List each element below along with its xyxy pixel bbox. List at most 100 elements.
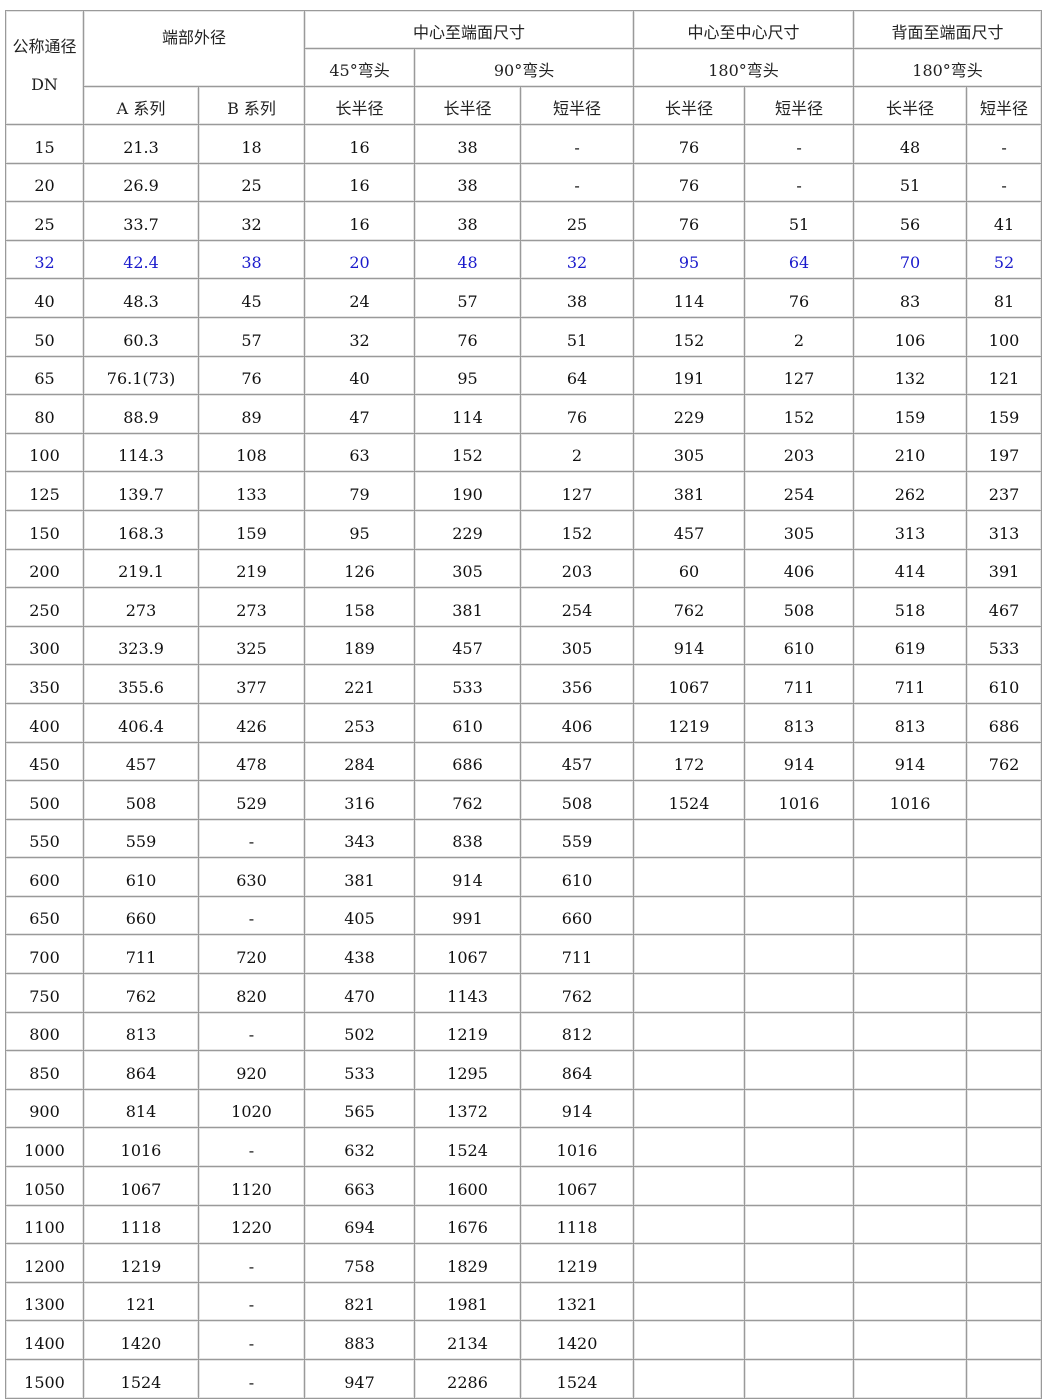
cell-180cc-long <box>633 1320 746 1360</box>
cell-dn: 550 <box>5 818 84 859</box>
cell-180be-long <box>853 1281 968 1322</box>
cell-180cc-long: 1219 <box>633 702 746 743</box>
cell-180cc-long <box>633 1359 746 1399</box>
cell-45-long: 221 <box>304 664 416 704</box>
cell-45-long: 502 <box>304 1011 416 1052</box>
cell-series-a-od: 1067 <box>83 1166 199 1206</box>
cell-45-long: 63 <box>304 432 416 473</box>
cell-180be-short: 81 <box>966 278 1043 318</box>
cell-dn: 20 <box>5 162 84 203</box>
cell-180cc-long <box>633 1088 746 1129</box>
cell-series-b-od: 478 <box>197 741 306 782</box>
header-center-to-end: 中心至端面尺寸 <box>304 10 635 49</box>
header-center-to-center: 中心至中心尺寸 <box>633 10 855 49</box>
cell-series-a-od: 76.1(73) <box>83 355 199 396</box>
cell-90-short: 914 <box>520 1088 635 1129</box>
cell-180be-short <box>966 973 1043 1013</box>
cell-180cc-short <box>744 1243 855 1283</box>
cell-90-long: 152 <box>414 432 522 473</box>
cell-90-short: 2 <box>520 432 635 473</box>
cell-90-long: 1524 <box>414 1127 522 1168</box>
header-45-long-radius: 长半径 <box>304 86 416 125</box>
cell-series-b-od: 720 <box>197 934 306 975</box>
cell-180cc-short <box>744 1204 855 1245</box>
cell-180cc-short <box>744 895 855 936</box>
cell-90-long: 2134 <box>414 1320 522 1360</box>
cell-90-short: 559 <box>520 818 635 859</box>
table-row: 400 406.4 426 253 610 406 1219 813 813 686 <box>5 702 1043 743</box>
cell-45-long: 158 <box>304 587 416 627</box>
cell-series-a-od: 88.9 <box>83 394 199 434</box>
cell-180cc-short: 711 <box>744 664 855 704</box>
cell-45-long: 253 <box>304 702 416 743</box>
cell-180cc-short: 610 <box>744 625 855 666</box>
cell-180be-short: 100 <box>966 316 1043 357</box>
cell-45-long: 126 <box>304 548 416 589</box>
cell-dn: 350 <box>5 664 84 704</box>
cell-dn: 850 <box>5 1050 84 1090</box>
header-outer-diameter: 端部外径 <box>82 10 306 87</box>
cell-90-long: 95 <box>414 355 522 396</box>
cell-180cc-short <box>744 818 855 859</box>
cell-180be-short <box>966 934 1043 975</box>
cell-series-b-od: 18 <box>197 124 306 164</box>
cell-180be-short: 237 <box>966 471 1043 511</box>
cell-series-b-od: 32 <box>197 201 306 241</box>
cell-180cc-long: 60 <box>633 548 746 589</box>
cell-series-b-od: 920 <box>197 1050 306 1090</box>
cell-90-long: 1829 <box>414 1243 522 1283</box>
cell-180cc-long <box>633 857 746 897</box>
cell-series-b-od: 1220 <box>197 1204 306 1245</box>
cell-45-long: 663 <box>304 1166 416 1206</box>
table-row: 1050 1067 1120 663 1600 1067 <box>5 1166 1043 1206</box>
cell-45-long: 32 <box>304 316 416 357</box>
table-row: 1000 1016-632 1524 1016 <box>5 1127 1043 1168</box>
cell-180cc-short: 813 <box>744 702 855 743</box>
cell-180be-short: 121 <box>966 355 1043 396</box>
cell-series-a-od: 219.1 <box>83 548 199 589</box>
cell-90-long: 914 <box>414 857 522 897</box>
cell-series-b-od: - <box>197 818 306 859</box>
table-row: 1200 1219-758 1829 1219 <box>5 1243 1043 1283</box>
cell-dn: 80 <box>5 394 84 434</box>
cell-90-long: 190 <box>414 471 522 511</box>
cell-dn: 1000 <box>5 1127 84 1168</box>
cell-90-long: 991 <box>414 895 522 936</box>
cell-180cc-short <box>744 1088 855 1129</box>
cell-series-a-od: 33.7 <box>83 201 199 241</box>
cell-dn: 32 <box>5 239 84 280</box>
cell-180cc-short: 1016 <box>744 780 855 820</box>
table-row: 500 508 529 316 762 508 1524 1016 1016 <box>5 780 1043 820</box>
cell-dn: 50 <box>5 316 84 357</box>
cell-180cc-long: 191 <box>633 355 746 396</box>
cell-series-b-od: 133 <box>197 471 306 511</box>
cell-180cc-short: 152 <box>744 394 855 434</box>
cell-180cc-short: - <box>744 124 855 164</box>
table-row: 450 457 478 284 686 457 172 914 914 762 <box>5 741 1043 782</box>
table-row: 550 559-343 838 559 <box>5 818 1043 859</box>
cell-180be-long <box>853 1011 968 1052</box>
cell-90-short: 406 <box>520 702 635 743</box>
cell-180cc-short <box>744 934 855 975</box>
cell-180be-long: 518 <box>853 587 968 627</box>
cell-90-short: 1219 <box>520 1243 635 1283</box>
cell-series-b-od: - <box>197 1281 306 1322</box>
cell-dn: 65 <box>5 355 84 396</box>
cell-series-b-od: - <box>197 1243 306 1283</box>
table-row: 1100 1118 1220 694 1676 1118 <box>5 1204 1043 1245</box>
cell-series-a-od: 1219 <box>83 1243 199 1283</box>
cell-series-b-od: 219 <box>197 548 306 589</box>
cell-45-long: 438 <box>304 934 416 975</box>
cell-90-long: 1219 <box>414 1011 522 1052</box>
cell-dn: 200 <box>5 548 84 589</box>
header-90-long-radius: 长半径 <box>414 86 522 125</box>
cell-45-long: 821 <box>304 1281 416 1322</box>
cell-180cc-short: 127 <box>744 355 855 396</box>
cell-90-long: 229 <box>414 509 522 550</box>
table-row: 15 21.3 18 16 38-76-48- <box>5 124 1043 164</box>
cell-series-b-od: 25 <box>197 162 306 203</box>
cell-90-short: 508 <box>520 780 635 820</box>
table-row: 40 48.3 45 24 57 38 114 76 83 81 <box>5 278 1043 318</box>
cell-dn: 500 <box>5 780 84 820</box>
cell-180be-short: 41 <box>966 201 1043 241</box>
